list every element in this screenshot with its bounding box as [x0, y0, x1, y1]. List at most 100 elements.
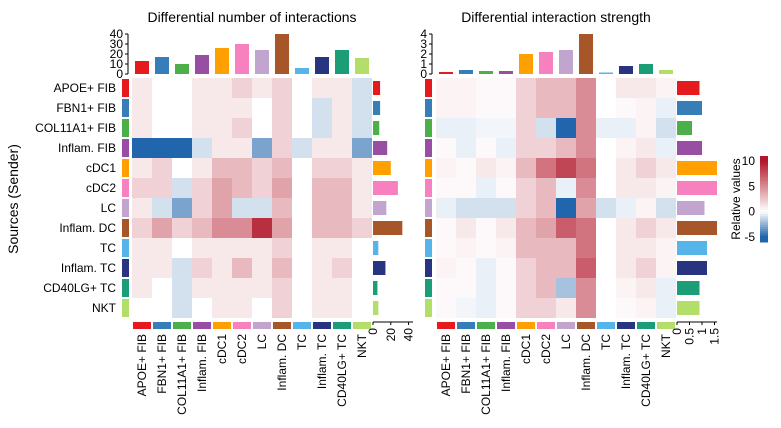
top-bar-tick-label: 10	[110, 57, 124, 71]
colorbar-segment	[760, 231, 768, 234]
row-label: FBN1+ FIB	[56, 101, 116, 115]
heatmap-cell	[312, 98, 332, 118]
right-bar-tick-label: 20	[384, 328, 398, 342]
heatmap-cell	[212, 158, 232, 178]
heatmap-cell	[132, 198, 152, 218]
heatmap-cell	[192, 158, 212, 178]
heatmap-cell	[496, 158, 516, 178]
heatmap-cell	[252, 98, 272, 118]
heatmap-cell	[596, 238, 616, 258]
column-label: LC	[255, 334, 269, 350]
heatmap-cell	[476, 138, 496, 158]
colorbar-segment	[760, 201, 768, 204]
heatmap-cell	[192, 198, 212, 218]
heatmap-cell	[272, 178, 292, 198]
heatmap-cell	[192, 118, 212, 138]
heatmap-cell	[332, 98, 352, 118]
heatmap-cell	[656, 278, 676, 298]
top-bar	[175, 64, 189, 74]
heatmap-cell	[352, 78, 372, 98]
heatmap-cell	[232, 278, 252, 298]
heatmap-cell	[516, 118, 536, 138]
colorbar-segment	[760, 183, 768, 187]
column-color-strip	[273, 322, 291, 329]
row-label: Inflam. DC	[59, 221, 116, 235]
heatmap-cell	[576, 138, 596, 158]
colorbar-segment	[760, 214, 768, 217]
right-bar	[677, 81, 700, 95]
top-bar	[659, 70, 673, 74]
heatmap-cell	[252, 78, 272, 98]
heatmap-cell	[516, 78, 536, 98]
row-color-strip	[425, 159, 432, 177]
heatmap-cell	[516, 198, 536, 218]
column-label: cDC2	[539, 334, 553, 364]
right-bar	[373, 241, 379, 255]
column-color-strip	[233, 322, 251, 329]
column-color-strip	[253, 322, 271, 329]
heatmap-cell	[456, 98, 476, 118]
heatmap-cell	[496, 98, 516, 118]
heatmap-cell	[272, 298, 292, 318]
colorbar-tick-label: 0	[748, 205, 755, 219]
heatmap-cell	[192, 298, 212, 318]
heatmap-cell	[436, 138, 456, 158]
heatmap-cell	[436, 158, 456, 178]
heatmap-cell	[556, 278, 576, 298]
row-label: NKT	[92, 301, 117, 315]
row-label: TC	[100, 241, 116, 255]
heatmap-panel-1: APOE+ FIB FBN1+ FIB COL11A1+ FIB Inflam. FI…	[420, 27, 721, 415]
heatmap-cell	[232, 298, 252, 318]
heatmap-cell	[636, 138, 656, 158]
heatmap-cell	[152, 218, 172, 238]
heatmap-cell	[556, 138, 576, 158]
row-color-strip	[425, 199, 432, 217]
column-label: NKT	[659, 333, 673, 358]
heatmap-cell	[516, 138, 536, 158]
row-color-strip	[425, 179, 432, 197]
heatmap-cell	[232, 238, 252, 258]
heatmap-cell	[252, 238, 272, 258]
heatmap-cell	[616, 138, 636, 158]
heatmap-cell	[516, 238, 536, 258]
top-bar	[155, 57, 169, 74]
heatmap-cell	[292, 258, 312, 278]
row-color-strip	[122, 139, 129, 157]
heatmap-cell	[576, 298, 596, 318]
heatmap-cell	[192, 98, 212, 118]
heatmap-cell	[616, 158, 636, 178]
heatmap-cell	[556, 218, 576, 238]
heatmap-cell	[232, 258, 252, 278]
heatmap-cell	[516, 218, 536, 238]
row-color-strip	[122, 79, 129, 97]
right-bar-tick-label: 0.5	[683, 328, 697, 345]
heatmap-cell	[476, 158, 496, 178]
heatmap-cell	[352, 158, 372, 178]
heatmap-cell	[476, 118, 496, 138]
heatmap-cell	[476, 98, 496, 118]
heatmap-cell	[616, 278, 636, 298]
heatmap-cell	[172, 98, 192, 118]
row-color-strip	[122, 99, 129, 117]
column-label: cDC1	[519, 334, 533, 364]
heatmap-cell	[132, 278, 152, 298]
row-color-strip	[425, 239, 432, 257]
heatmap-cell	[252, 218, 272, 238]
heatmap-cell	[496, 78, 516, 98]
row-color-strip	[122, 179, 129, 197]
heatmap-cell	[132, 78, 152, 98]
column-color-strip	[557, 322, 575, 329]
heatmap-cell	[476, 238, 496, 258]
column-label: NKT	[355, 333, 369, 358]
heatmap-cell	[536, 278, 556, 298]
heatmap-cell	[272, 78, 292, 98]
column-color-strip	[437, 322, 455, 329]
column-label: cDC1	[215, 334, 229, 364]
heatmap-cell	[252, 138, 272, 158]
heatmap-cell	[172, 78, 192, 98]
heatmap-cell	[516, 158, 536, 178]
heatmap-cell	[436, 258, 456, 278]
heatmap-cell	[556, 238, 576, 258]
heatmap-cell	[252, 178, 272, 198]
heatmap-cell	[132, 298, 152, 318]
